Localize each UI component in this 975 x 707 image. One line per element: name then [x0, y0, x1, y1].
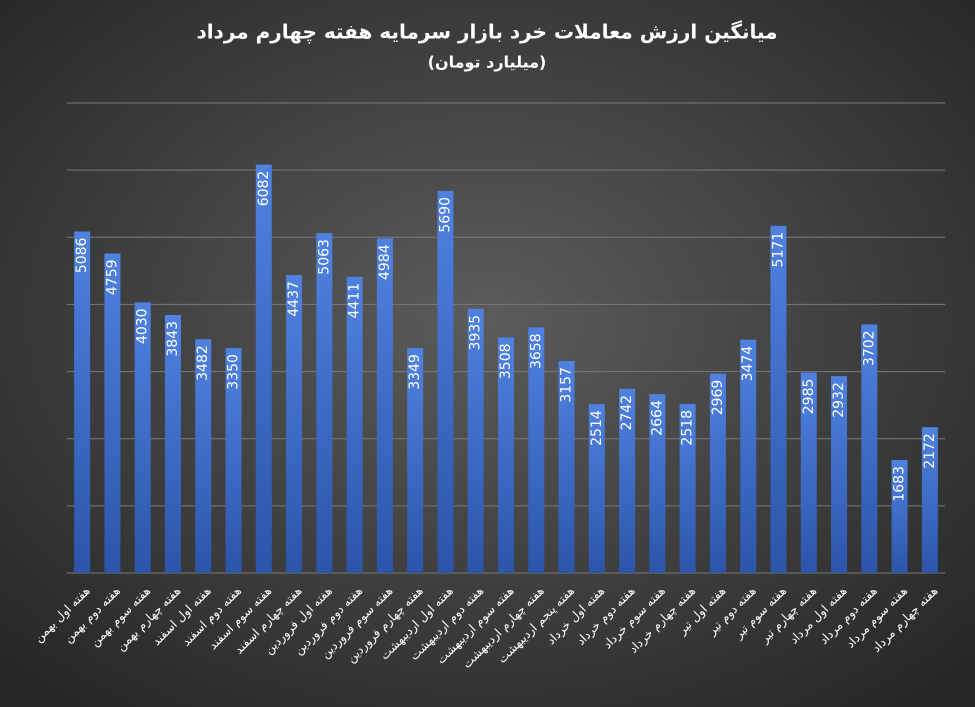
- value-label: 4759: [104, 259, 120, 295]
- value-label: 3157: [559, 367, 575, 403]
- value-label: 4984: [377, 244, 393, 280]
- bar: [255, 164, 272, 573]
- value-label: 2969: [710, 380, 726, 416]
- value-label: 2664: [649, 400, 665, 436]
- bar: [831, 376, 848, 573]
- value-label: 4030: [135, 308, 151, 344]
- bar: [619, 388, 636, 573]
- value-label: 5086: [74, 237, 90, 273]
- value-label: 2985: [801, 379, 817, 415]
- value-label: 3482: [195, 345, 211, 381]
- value-label: 5171: [770, 232, 786, 268]
- value-label: 3843: [165, 321, 181, 357]
- bar: [195, 339, 212, 573]
- bar: [437, 190, 454, 573]
- bar: [498, 337, 514, 573]
- value-label: 3702: [861, 330, 877, 366]
- value-label: 6082: [256, 171, 272, 207]
- value-label: 3658: [528, 333, 544, 369]
- bar: [528, 327, 545, 573]
- bar: [467, 308, 484, 573]
- value-label: 3350: [226, 354, 242, 390]
- value-label: 2932: [831, 382, 847, 418]
- bar: [286, 275, 303, 573]
- bar: [861, 324, 878, 573]
- value-label: 4437: [286, 281, 302, 317]
- bar: [709, 373, 726, 573]
- chart-title: میانگین ارزش معاملات خرد بازار سرمایه هف…: [196, 20, 777, 45]
- bar: [74, 231, 91, 574]
- bar: [134, 302, 151, 573]
- bar: [407, 348, 424, 573]
- bar: [104, 253, 121, 573]
- value-label: 5690: [437, 197, 453, 233]
- value-label: 3474: [740, 346, 756, 382]
- bar: [891, 459, 908, 573]
- chart-subtitle: (میلیارد تومان): [428, 53, 547, 72]
- value-label: 3935: [468, 315, 484, 351]
- bar: [921, 427, 938, 573]
- bar: [225, 348, 242, 573]
- value-label: 5063: [316, 239, 332, 275]
- value-label: 2518: [680, 410, 696, 446]
- bar: [770, 225, 787, 573]
- value-label: 3349: [407, 354, 423, 390]
- bar: [588, 404, 605, 573]
- bar: [649, 394, 666, 573]
- bar: [376, 238, 393, 574]
- bar: [346, 276, 363, 573]
- value-label: 2742: [619, 395, 635, 431]
- bar: [800, 372, 817, 573]
- value-label: 3508: [498, 343, 514, 379]
- value-label: 4411: [347, 283, 363, 319]
- value-label: 2514: [589, 410, 605, 446]
- bar: [316, 233, 333, 573]
- bar: [164, 314, 181, 573]
- value-label: 2172: [922, 433, 938, 469]
- value-label: 1683: [892, 466, 908, 502]
- bar: [740, 339, 757, 573]
- bar: [558, 361, 575, 573]
- bar: [679, 403, 696, 573]
